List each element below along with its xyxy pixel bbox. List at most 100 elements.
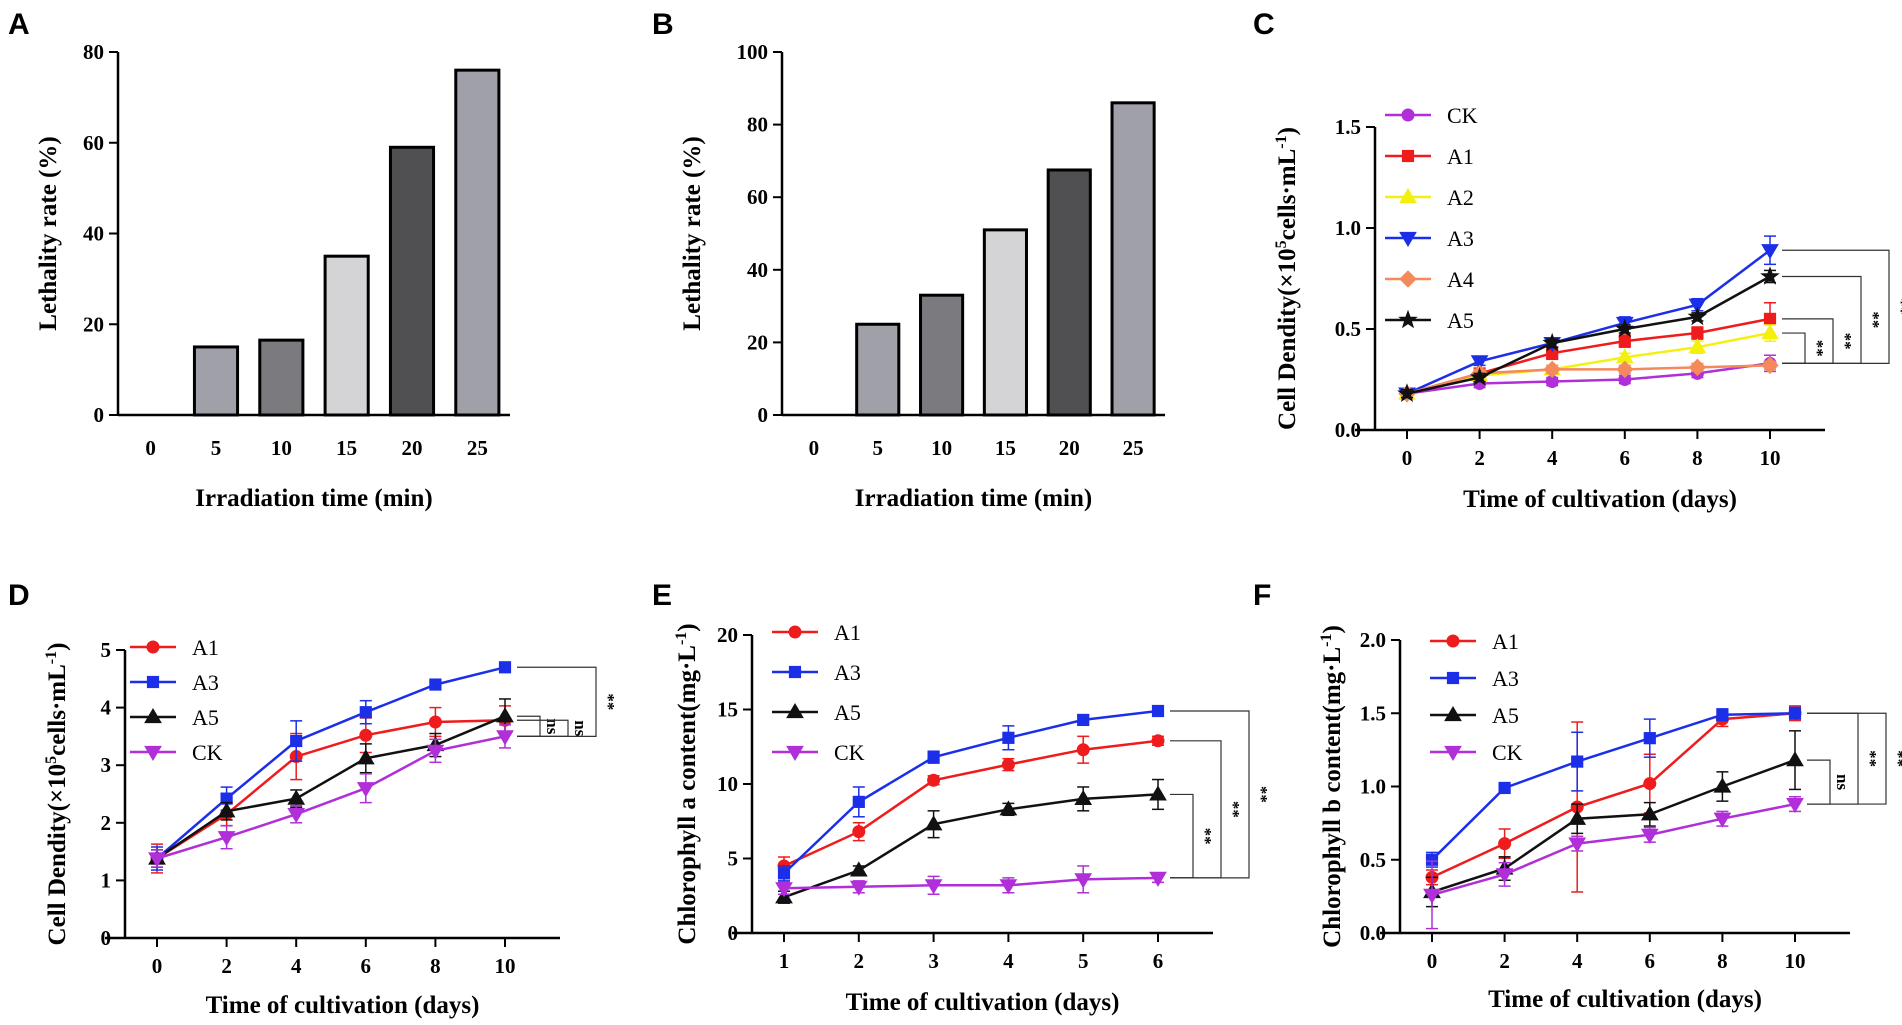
- series-ck: [148, 724, 514, 868]
- legend-marker: [1446, 634, 1460, 648]
- legend-marker: [786, 703, 804, 719]
- data-point: [1423, 888, 1441, 904]
- data-point: [1543, 360, 1561, 379]
- legend-label: CK: [834, 740, 865, 765]
- data-point: [356, 749, 375, 765]
- x-tick-label: 25: [467, 436, 488, 460]
- legend-marker: [788, 665, 802, 679]
- legend-marker: [1401, 108, 1415, 122]
- data-point: [999, 879, 1018, 895]
- series-a3: [777, 704, 1165, 882]
- legend-item-ck: CK: [1385, 103, 1478, 128]
- x-tick-label: 15: [995, 436, 1016, 460]
- series-line: [1406, 275, 1771, 395]
- data-point: [924, 879, 943, 895]
- data-point: [849, 880, 868, 896]
- x-tick-label: 1: [779, 949, 790, 973]
- x-tick-label: 2: [221, 954, 232, 978]
- data-point: [927, 751, 940, 764]
- x-tick-label: 10: [1785, 949, 1806, 973]
- data-point: [1074, 789, 1093, 805]
- legend-item-a3: A3: [1385, 226, 1474, 251]
- data-point: [852, 795, 865, 808]
- x-tick-label: 10: [1760, 446, 1781, 470]
- data-point: [1571, 755, 1584, 768]
- x-tick-label: 10: [931, 436, 952, 460]
- bar: [919, 293, 965, 417]
- significance-bracket: ns: [517, 715, 562, 738]
- panel-letter-a: A: [8, 8, 30, 41]
- legend-label: A4: [1447, 267, 1474, 292]
- x-tick-label: 8: [1692, 446, 1703, 470]
- panel-letter-c: C: [1253, 8, 1275, 41]
- data-point: [1498, 781, 1511, 795]
- x-tick-label: 0: [1427, 949, 1438, 973]
- chart-e: 0 5 10 15 20 1 2 3 4 5 6 A1 A3 A5 CK ** ** ** Time of cult…: [673, 620, 1271, 1016]
- y-axis-label-part: -1: [1318, 634, 1335, 647]
- significance-bracket: **: [1170, 710, 1271, 879]
- bracket-line: [1807, 712, 1859, 805]
- x-tick-label: 4: [1003, 949, 1014, 973]
- bar: [192, 345, 240, 417]
- y-tick-label: 1.0: [1335, 216, 1361, 240]
- legend-marker: [146, 640, 160, 654]
- data-point: [1495, 868, 1514, 884]
- bar: [388, 145, 436, 417]
- data-point: [1713, 812, 1732, 828]
- x-tick-label: 2: [854, 949, 865, 973]
- significance-label: **: [1889, 750, 1902, 767]
- y-tick-label: 0.5: [1360, 848, 1386, 872]
- y-tick-label: 1.5: [1360, 701, 1386, 725]
- legend-marker: [1398, 309, 1418, 329]
- y-axis-label-part: Chlorophyll a content(mg·L: [674, 645, 701, 945]
- significance-label: **: [1808, 340, 1827, 357]
- data-point: [1614, 318, 1635, 338]
- data-point: [287, 789, 306, 805]
- data-point: [1397, 383, 1417, 403]
- data-point: [775, 882, 793, 898]
- data-point: [1786, 797, 1804, 814]
- legend-item-a5: A5: [130, 705, 219, 730]
- x-axis-label: Time of cultivation (days): [846, 989, 1120, 1016]
- x-tick-label: 6: [1645, 949, 1656, 973]
- chart-d: 0 1 2 3 4 5 0 2 4 6 8 10 A1 A3 A5 CK ns ns ** Time of culti…: [43, 635, 618, 1019]
- y-axis-label-part: 5: [43, 756, 60, 764]
- bar: [258, 338, 305, 417]
- legend-item-a3: A3: [130, 670, 219, 695]
- x-tick-label: 4: [1572, 949, 1583, 973]
- y-axis-label-part: cells·mL: [1274, 149, 1301, 241]
- y-axis-label: Chlorophyll a content(mg·L-1): [673, 623, 701, 944]
- data-point: [1688, 358, 1707, 377]
- legend-marker: [1446, 671, 1460, 685]
- series-line: [156, 715, 506, 860]
- y-axis-label-part: Cell Dendity(×10: [1274, 248, 1301, 430]
- legend-label: A3: [834, 660, 861, 685]
- y-tick-label: 1: [101, 868, 112, 892]
- data-point: [1001, 758, 1015, 772]
- y-tick-label: 3: [101, 753, 112, 777]
- series-line: [783, 739, 1159, 868]
- series-a5: [775, 778, 1167, 904]
- y-axis-label-part: ): [1319, 625, 1346, 633]
- y-tick-label: 1.0: [1360, 775, 1386, 799]
- significance-bracket: **: [1170, 793, 1215, 879]
- legend-label: A3: [1447, 226, 1474, 251]
- x-axis-label: Irradiation time (min): [195, 485, 432, 512]
- data-point: [496, 730, 514, 746]
- y-axis-label-part: Chlorophyll b content(mg·L: [1319, 647, 1346, 948]
- legend-label: A1: [834, 620, 861, 645]
- data-point: [1498, 837, 1512, 851]
- significance-bracket: **: [1807, 712, 1902, 805]
- series-line: [156, 735, 506, 860]
- significance-label: **: [1892, 298, 1902, 315]
- legend-item-a1: A1: [130, 635, 219, 660]
- data-point: [999, 800, 1018, 816]
- legend-label: A2: [1447, 185, 1474, 210]
- significance-label: ns: [1833, 774, 1852, 790]
- data-point: [1643, 777, 1657, 791]
- y-tick-label: 80: [83, 40, 104, 64]
- y-tick-label: 0: [758, 403, 769, 427]
- significance-label: ns: [543, 718, 562, 734]
- legend-item-a5: A5: [772, 700, 861, 725]
